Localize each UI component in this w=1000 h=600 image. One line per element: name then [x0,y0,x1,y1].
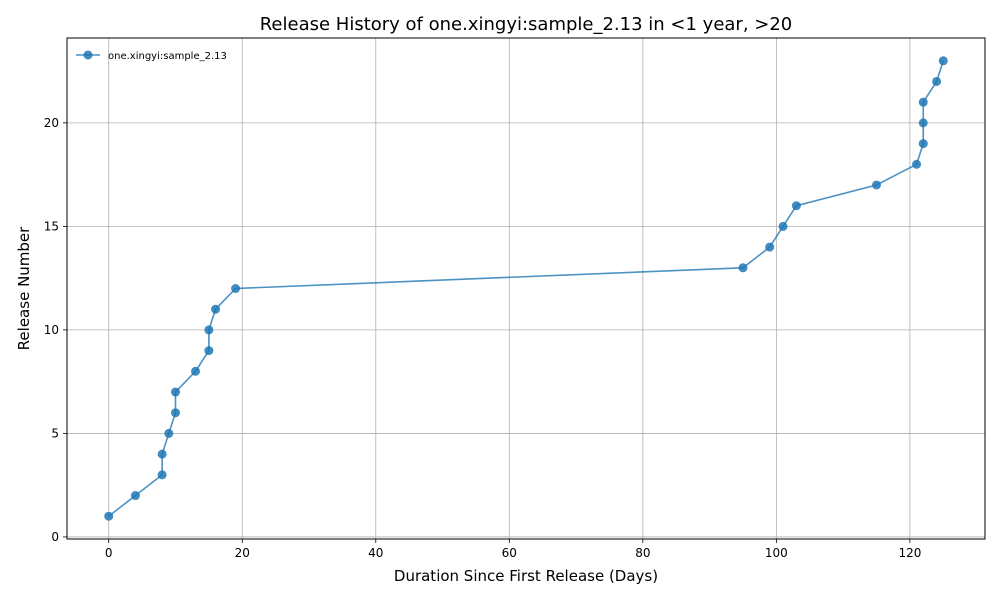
x-tick-label: 80 [635,546,650,560]
x-tick-label: 120 [898,546,921,560]
data-point [738,263,748,273]
data-point [765,242,775,252]
data-point [157,470,167,480]
x-axis-label: Duration Since First Release (Days) [394,567,658,585]
data-point [204,346,214,356]
x-tick-label: 60 [502,546,517,560]
data-point [164,428,174,438]
series-layer [104,56,948,521]
data-point [130,491,140,501]
data-point [912,159,922,169]
x-tick-label: 0 [105,546,113,560]
data-point [938,56,948,66]
data-point [918,139,928,149]
y-tick-label: 10 [44,323,59,337]
data-point [918,118,928,128]
x-tick-label: 40 [368,546,383,560]
y-tick-label: 20 [44,116,59,130]
data-point [791,201,801,211]
data-point [872,180,882,190]
data-point [211,304,221,314]
plot-area-frame [66,37,986,540]
data-point [918,97,928,107]
legend: one.xingyi:sample_2.13 [76,50,227,62]
data-point [231,284,241,293]
y-tick-label: 15 [44,219,59,233]
data-point [157,449,167,459]
grid-lines [67,38,985,539]
data-point [191,366,201,376]
legend-label: one.xingyi:sample_2.13 [108,51,227,62]
data-point [778,221,788,231]
data-point [170,387,180,397]
data-point [204,325,214,335]
legend-marker [83,50,93,60]
data-point [170,408,180,418]
axis-ticks: 0 20 40 60 80 100 120 0 5 10 15 20 [44,116,922,560]
x-tick-label: 20 [235,546,250,560]
y-tick-label: 0 [51,530,59,544]
x-tick-label: 100 [765,546,788,560]
y-tick-label: 5 [51,426,59,440]
chart-title: Release History of one.xingyi:sample_2.1… [260,14,793,35]
data-point [104,511,114,521]
data-point [932,76,942,86]
y-axis-label: Release Number [15,226,33,350]
